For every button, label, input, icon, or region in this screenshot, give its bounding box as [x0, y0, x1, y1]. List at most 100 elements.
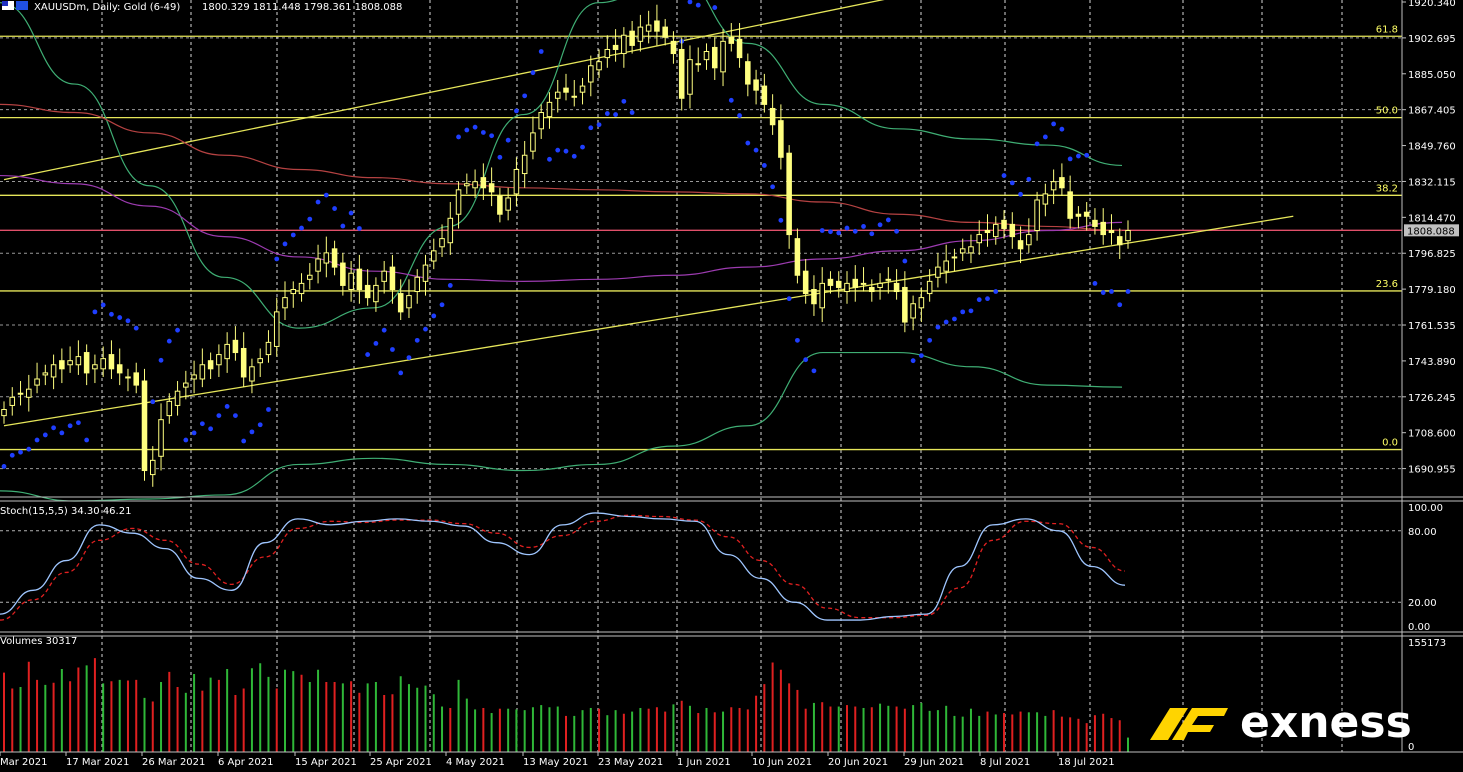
candle-body — [183, 382, 189, 388]
sar-dot — [348, 210, 354, 216]
sar-dot — [42, 432, 48, 438]
sar-dot — [571, 153, 577, 159]
sar-dot — [456, 134, 461, 140]
sar-dot — [952, 316, 957, 322]
sar-dot — [1125, 289, 1131, 294]
sar-dot — [158, 357, 164, 363]
sar-dot — [464, 127, 470, 133]
sar-dot — [249, 429, 255, 435]
candle-body — [26, 388, 32, 398]
candle-body — [59, 360, 65, 370]
candle-body — [869, 286, 875, 293]
candle-body — [207, 360, 214, 370]
stoch-main-line — [0, 512, 1126, 621]
sar-dot — [935, 324, 941, 330]
sar-dot — [480, 130, 486, 135]
candle-body — [75, 356, 82, 366]
sar-dot — [530, 70, 536, 76]
candle-body — [249, 366, 255, 382]
sar-dot — [241, 438, 247, 444]
sar-dot — [976, 297, 982, 303]
date-tick-label: 26 Mar 2021 — [142, 757, 205, 768]
candle-body — [778, 120, 784, 158]
candle-body — [943, 260, 949, 272]
price-tick-label: 1761.535 — [1408, 321, 1456, 332]
candle-body — [1067, 191, 1073, 219]
candle-body — [794, 238, 801, 276]
candle-body — [596, 61, 602, 71]
candle-body — [968, 246, 974, 254]
candle-body — [67, 360, 73, 366]
sar-dot — [233, 413, 238, 419]
candle-body — [273, 311, 280, 347]
candle-body — [108, 354, 115, 370]
candle-body — [852, 278, 859, 288]
candle-body — [918, 297, 925, 309]
brand-watermark: exness — [1150, 697, 1412, 748]
sar-dot — [398, 370, 404, 376]
date-axis: Mar 2021 17 Mar 2021 26 Mar 2021 6 Apr 2021… — [0, 751, 1463, 768]
candle-body — [579, 85, 586, 93]
candle-body — [331, 248, 338, 268]
candle-body — [753, 79, 759, 91]
candle-body — [406, 295, 412, 309]
sar-dot — [687, 0, 693, 5]
sar-dot — [728, 97, 734, 103]
date-tick-label: 6 Apr 2021 — [218, 757, 273, 768]
candle-body — [1026, 234, 1032, 246]
fibonacci-levels: 61.8 50.0 38.2 23.6 0.0 — [0, 24, 1402, 451]
sar-dot — [555, 147, 561, 153]
candle-body — [1125, 230, 1131, 242]
sar-dot — [447, 283, 453, 288]
date-tick-label: 17 Mar 2021 — [66, 757, 129, 768]
candle-body — [745, 61, 751, 85]
candle-body — [662, 26, 668, 38]
candle-body — [761, 85, 768, 105]
sar-dot — [208, 426, 214, 432]
candle-body — [1017, 240, 1024, 250]
sar-dot — [59, 430, 65, 436]
flag-icon-canton — [2, 1, 8, 6]
grid-lines — [0, 0, 1402, 752]
candle-body — [844, 282, 850, 293]
sar-dot — [1109, 289, 1114, 294]
sar-dot — [125, 318, 131, 324]
date-tick-label: 29 Jun 2021 — [904, 757, 964, 768]
date-tick-label: 8 Jul 2021 — [980, 757, 1030, 768]
candle-body — [1108, 230, 1115, 234]
candle-body — [546, 101, 553, 118]
ma-purple — [0, 174, 1123, 282]
price-tick-label: 1849.760 — [1408, 142, 1456, 153]
date-tick-label: 25 Apr 2021 — [370, 757, 432, 768]
candle-body — [521, 154, 528, 175]
candle-body — [902, 286, 908, 323]
candle-body — [455, 189, 462, 215]
stochastic-panel: 100.00 80.00 20.00 0.00 — [0, 503, 1443, 633]
candle-body — [1050, 181, 1057, 191]
candle-body — [1034, 199, 1040, 232]
sar-dot — [150, 399, 156, 405]
candle-body — [290, 288, 297, 295]
sar-dot — [26, 446, 32, 452]
candle-body — [835, 280, 842, 288]
candle-body — [199, 364, 206, 380]
current-price-label: 1808.088 — [1407, 226, 1455, 237]
candle-body — [951, 256, 958, 259]
candle-body — [282, 297, 288, 309]
candle-body — [447, 217, 454, 244]
candle-body — [935, 266, 941, 278]
sar-dot — [580, 144, 585, 150]
candle-body — [563, 87, 569, 93]
candle-body — [678, 48, 685, 99]
candle-body — [315, 258, 321, 272]
sar-dot — [629, 110, 635, 115]
volume-panel: 155173 0 — [3, 638, 1446, 753]
exness-logo-icon — [1150, 708, 1228, 740]
fib-level-label: 50.0 — [1376, 106, 1398, 117]
candle-body — [1083, 211, 1090, 217]
sar-dot — [282, 241, 288, 247]
candle-body — [1092, 219, 1098, 227]
parabolic-sar — [1, 0, 1131, 469]
